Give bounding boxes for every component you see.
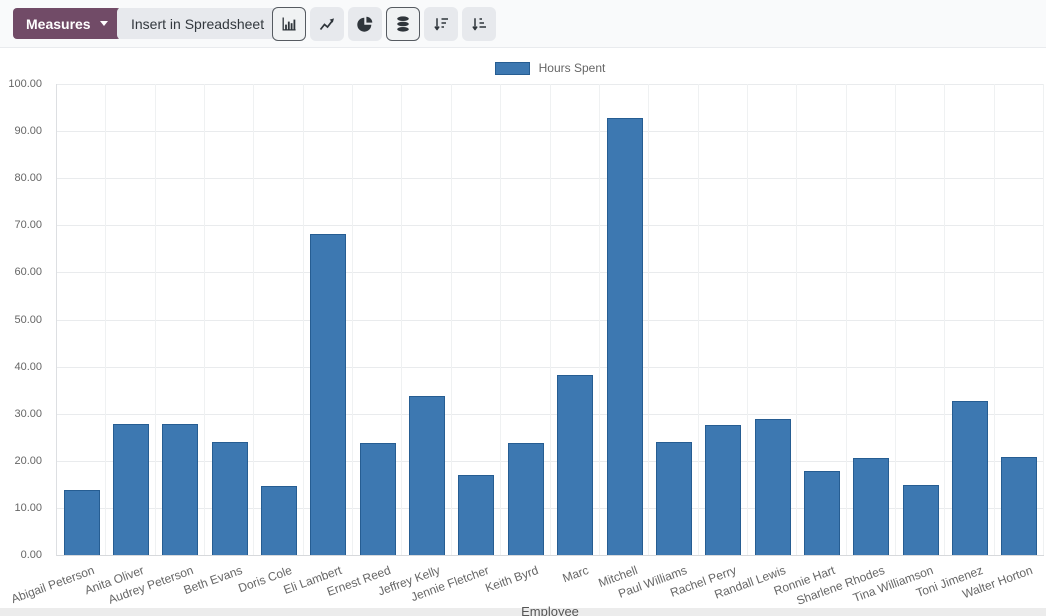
v-gridline: [796, 84, 798, 555]
x-tick-label: Keith Byrd: [483, 563, 541, 596]
v-gridline: [746, 84, 748, 555]
v-gridline: [204, 84, 206, 555]
sort-ascending-button[interactable]: [462, 7, 496, 41]
pie-chart-icon: [357, 16, 373, 32]
v-gridline: [105, 84, 107, 555]
bar-marc[interactable]: [557, 375, 594, 555]
h-gridline: [57, 178, 1044, 180]
bar-mitchell[interactable]: [606, 118, 643, 555]
stacked-button[interactable]: [386, 7, 420, 41]
v-gridline: [154, 84, 156, 555]
v-gridline: [549, 84, 551, 555]
h-gridline: [57, 225, 1044, 227]
bar-audrey-peterson[interactable]: [162, 424, 199, 555]
v-gridline: [944, 84, 946, 555]
sort-ascending-icon: [472, 18, 486, 31]
x-tick-label: Marc: [560, 563, 590, 586]
line-chart-button[interactable]: [310, 7, 344, 41]
y-axis-labels: 0.00 10.00 20.00 30.00 40.00 50.00 60.00 70.00 8…: [0, 78, 49, 561]
bar-eli-lambert[interactable]: [310, 233, 347, 555]
toolbar: Measures Insert in Spreadsheet: [0, 0, 1046, 48]
sort-descending-button[interactable]: [424, 7, 458, 41]
v-gridline: [352, 84, 354, 555]
bar-toni-jimenez[interactable]: [951, 401, 988, 555]
bar-jennie-fletcher[interactable]: [458, 475, 495, 555]
bar-anita-oliver[interactable]: [113, 423, 150, 555]
bar-ronnie-hart[interactable]: [803, 470, 840, 555]
bar-randall-lewis[interactable]: [754, 418, 791, 555]
y-tick-label: 10.00: [14, 501, 42, 514]
bar-paul-williams[interactable]: [655, 442, 692, 555]
v-gridline: [648, 84, 650, 555]
y-tick-label: 30.00: [14, 407, 42, 420]
v-gridline: [697, 84, 699, 555]
h-gridline: [57, 272, 1044, 274]
y-tick-label: 20.00: [14, 454, 42, 467]
bar-ernest-reed[interactable]: [359, 442, 396, 555]
bottom-strip: [0, 608, 1046, 616]
v-gridline: [894, 84, 896, 555]
measures-button[interactable]: Measures: [13, 8, 121, 39]
sort-descending-icon: [434, 18, 448, 31]
v-gridline: [401, 84, 403, 555]
chart-type-controls: [272, 7, 496, 41]
line-chart-icon: [319, 18, 334, 31]
y-tick-label: 90.00: [14, 125, 42, 138]
v-gridline: [302, 84, 304, 555]
v-gridline: [598, 84, 600, 555]
plot-area: [56, 84, 1044, 556]
legend-color-swatch: [494, 61, 530, 75]
v-gridline: [1043, 84, 1044, 555]
v-gridline: [845, 84, 847, 555]
legend[interactable]: Hours Spent: [56, 61, 1044, 75]
pie-chart-button[interactable]: [348, 7, 382, 41]
v-gridline: [993, 84, 995, 555]
bar-sharlene-rhodes[interactable]: [853, 457, 890, 555]
bar-chart-icon: [282, 17, 296, 31]
x-axis-labels: Abigail Peterson Anita Oliver Audrey Peter…: [10, 558, 1044, 608]
bar-walter-horton[interactable]: [1001, 457, 1038, 555]
bar-doris-cole[interactable]: [261, 486, 298, 555]
bar-keith-byrd[interactable]: [507, 442, 544, 555]
h-gridline: [57, 460, 1044, 462]
v-gridline: [500, 84, 502, 555]
bar-rachel-perry[interactable]: [705, 425, 742, 555]
bar-abigail-peterson[interactable]: [63, 490, 100, 555]
h-gridline: [57, 84, 1044, 85]
y-tick-label: 0.00: [20, 549, 42, 561]
y-tick-label: 70.00: [14, 219, 42, 232]
legend-label: Hours Spent: [538, 61, 606, 75]
h-gridline: [57, 413, 1044, 415]
h-gridline: [57, 319, 1044, 321]
bar-beth-evans[interactable]: [211, 442, 248, 555]
bar-tina-williamson[interactable]: [902, 485, 939, 555]
y-tick-label: 60.00: [14, 266, 42, 279]
h-gridline: [57, 131, 1044, 133]
y-tick-label: 50.00: [14, 313, 42, 326]
stacked-icon: [397, 16, 409, 32]
x-axis-title: Employee: [521, 604, 579, 616]
caret-down-icon: [99, 21, 108, 26]
bar-chart-button[interactable]: [272, 7, 306, 41]
v-gridline: [253, 84, 255, 555]
h-gridline: [57, 507, 1044, 509]
bar-jeffrey-kelly[interactable]: [409, 396, 446, 555]
h-gridline: [57, 366, 1044, 368]
insert-in-spreadsheet-button[interactable]: Insert in Spreadsheet: [117, 8, 279, 39]
y-tick-label: 100.00: [8, 78, 42, 90]
measures-label: Measures: [26, 15, 91, 32]
y-tick-label: 80.00: [14, 172, 42, 185]
v-gridline: [450, 84, 452, 555]
y-tick-label: 40.00: [14, 360, 42, 373]
